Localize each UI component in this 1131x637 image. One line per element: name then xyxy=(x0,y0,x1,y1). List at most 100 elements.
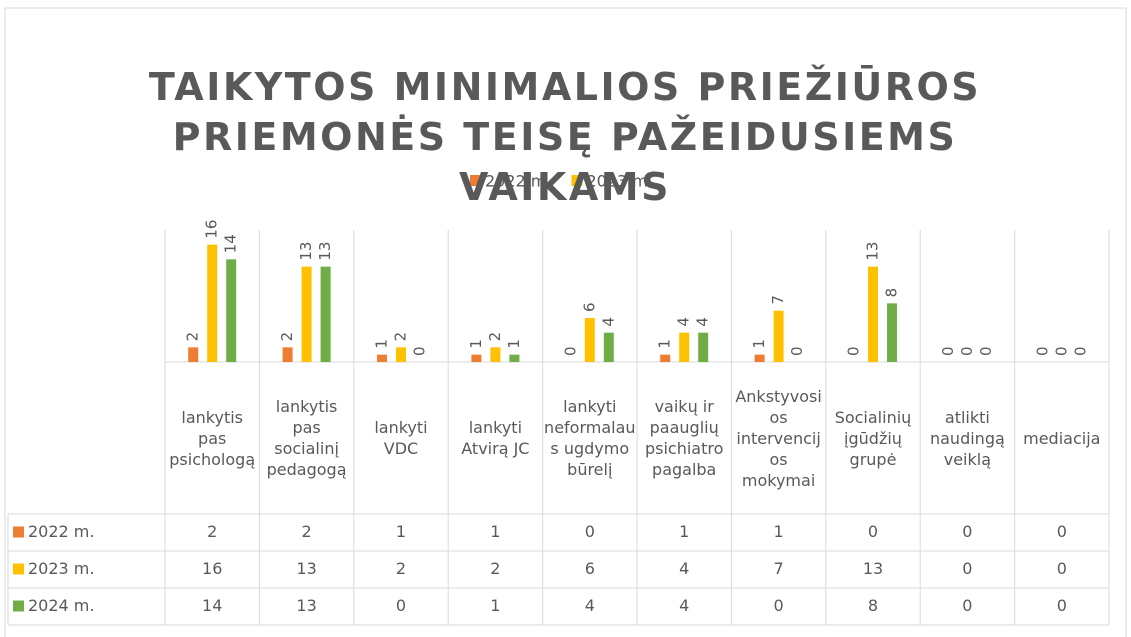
bar xyxy=(679,332,690,362)
legend-swatch xyxy=(470,175,481,186)
data-label: 0 xyxy=(1052,346,1070,356)
category-label: lankytis pas socialinį pedagogą xyxy=(266,397,347,479)
legend-label: 2022 m. xyxy=(485,172,551,191)
data-label: 2 xyxy=(486,332,504,342)
bar xyxy=(207,244,218,362)
bar xyxy=(396,347,406,362)
data-label: 1 xyxy=(467,339,485,349)
legend-swatch xyxy=(571,175,583,186)
table-value: 14 xyxy=(202,596,222,615)
category-label: Socialinių įgūdžių grupė xyxy=(834,407,912,469)
bar xyxy=(188,347,199,362)
chart-border xyxy=(4,7,1127,637)
bar xyxy=(754,354,765,362)
table-series-name: 2024 m. xyxy=(28,596,94,615)
data-label: 13 xyxy=(864,242,882,261)
bar xyxy=(603,332,614,362)
table-value: 2 xyxy=(302,522,312,541)
table-value: 4 xyxy=(679,559,689,578)
table-value: 13 xyxy=(296,559,316,578)
data-label: 0 xyxy=(939,346,957,356)
bar xyxy=(584,318,595,362)
table-value: 0 xyxy=(962,559,972,578)
data-label: 6 xyxy=(580,302,598,312)
table-value: 0 xyxy=(585,522,595,541)
bar xyxy=(509,354,520,362)
table-swatch xyxy=(13,563,24,575)
table-value: 1 xyxy=(490,596,500,615)
table-value: 1 xyxy=(679,522,689,541)
legend-label: 2023 m. xyxy=(586,172,652,191)
table-value: 0 xyxy=(962,596,972,615)
data-label: 0 xyxy=(788,346,806,356)
table-value: 1 xyxy=(490,522,500,541)
table-value: 0 xyxy=(868,522,878,541)
table-value: 4 xyxy=(585,596,595,615)
chart-title: TAIKYTOS MINIMALIOS PRIEŽIŪROS PRIEMONĖS… xyxy=(148,65,982,209)
table-value: 2 xyxy=(396,559,406,578)
data-label: 4 xyxy=(675,317,693,327)
bar xyxy=(377,354,387,362)
data-label: 14 xyxy=(222,234,240,253)
table-value: 0 xyxy=(396,596,406,615)
bar xyxy=(868,266,878,362)
data-label: 0 xyxy=(958,346,976,356)
table-value: 13 xyxy=(863,559,883,578)
data-label: 2 xyxy=(278,332,296,342)
table-value: 0 xyxy=(1057,522,1067,541)
bar xyxy=(301,266,312,362)
table-value: 1 xyxy=(396,522,406,541)
category-label: lankyti VDC xyxy=(374,418,428,458)
data-label: 16 xyxy=(203,220,221,239)
bar xyxy=(471,354,482,362)
data-label: 13 xyxy=(297,242,315,261)
bar xyxy=(490,347,501,362)
table-value: 1 xyxy=(774,522,784,541)
data-label: 7 xyxy=(769,295,787,305)
table-value: 2 xyxy=(207,522,217,541)
table-swatch xyxy=(13,600,24,612)
bar xyxy=(698,332,709,362)
table-series-name: 2022 m. xyxy=(28,522,94,541)
data-label: 4 xyxy=(694,317,712,327)
table-value: 4 xyxy=(679,596,689,615)
bar xyxy=(773,310,784,362)
data-label: 0 xyxy=(1071,346,1089,356)
table-swatch xyxy=(13,526,24,538)
table-value: 7 xyxy=(774,559,784,578)
table-value: 0 xyxy=(1057,596,1067,615)
data-label: 13 xyxy=(316,242,334,261)
category-label: Ankstyvosios intervencijos mokymai xyxy=(735,386,822,490)
table-series-name: 2023 m. xyxy=(28,559,94,578)
category-label: lankytis pas psichologą xyxy=(169,407,256,469)
data-label: 2 xyxy=(392,332,410,342)
data-label: 0 xyxy=(845,346,863,356)
data-label: 0 xyxy=(411,346,429,356)
bar xyxy=(887,303,897,362)
bar xyxy=(282,347,293,362)
data-label: 0 xyxy=(977,346,995,356)
category-label: lankyti neformalaus ugdymo būrelį xyxy=(544,397,636,479)
table-value: 0 xyxy=(1057,559,1067,578)
table-value: 6 xyxy=(585,559,595,578)
data-label: 1 xyxy=(373,339,391,349)
data-label: 1 xyxy=(750,339,768,349)
table-value: 13 xyxy=(296,596,316,615)
table-value: 0 xyxy=(774,596,784,615)
category-label: mediacija xyxy=(1023,428,1101,448)
table-value: 8 xyxy=(868,596,878,615)
table-value: 2 xyxy=(490,559,500,578)
bar xyxy=(226,259,237,362)
data-label: 1 xyxy=(505,339,523,349)
data-label: 8 xyxy=(883,288,901,298)
data-label: 2 xyxy=(184,332,202,342)
category-label: vaikų ir paauglių psichiatro pagalba xyxy=(644,397,724,479)
category-label: lankyti Atvirą JC xyxy=(461,418,530,458)
bar xyxy=(320,266,331,362)
category-label: atlikti naudingą veiklą xyxy=(929,407,1005,469)
data-label: 0 xyxy=(1033,346,1051,356)
data-label: 1 xyxy=(656,339,674,349)
data-label: 4 xyxy=(599,317,617,327)
